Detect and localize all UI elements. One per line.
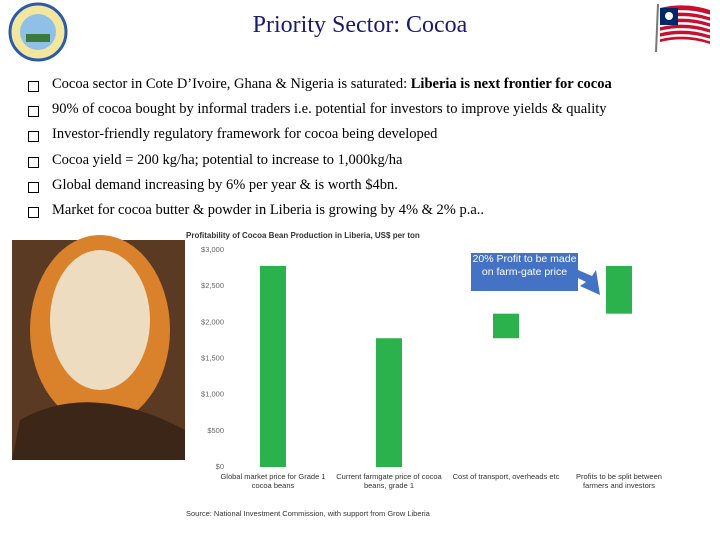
bullet-span: Market for cocoa butter & powder in Libe… [52, 202, 485, 218]
chart-title: Profitability of Cocoa Bean Production i… [186, 231, 420, 240]
y-tick-label: $1,000 [201, 390, 224, 399]
y-tick-label: $3,000 [201, 245, 224, 254]
bullet-marker [28, 156, 39, 168]
x-tick-label: Current farmgate price of cocoa beans, g… [336, 472, 442, 490]
y-tick-label: $0 [216, 462, 224, 471]
source: Source: National Investment Commission, … [186, 509, 430, 518]
bullet-text: Global demand increasing by 6% per year … [52, 177, 398, 194]
slide-title: Priority Sector: Cocoa [252, 12, 468, 38]
y-tick-label: $2,000 [201, 317, 224, 326]
bullet-text: Cocoa sector in Cote D’Ivoire, Ghana & N… [52, 76, 612, 93]
y-tick-label: $1,500 [201, 353, 224, 362]
bar [260, 265, 286, 467]
x-tick-label: Cost of transport, overheads etc [452, 472, 560, 481]
bullet-marker [28, 81, 39, 92]
bullet-marker [28, 181, 39, 193]
x-tick-label: Global market price for Grade 1 cocoa be… [220, 472, 326, 490]
liberia-seal [8, 2, 68, 62]
bullet-text: 90% of cocoa bought by informal traders … [52, 101, 607, 118]
bullet-text: Market for cocoa butter & powder in Libe… [52, 202, 484, 219]
liberia-flag [655, 3, 711, 53]
bullet-text: Cocoa yield = 200 kg/ha; potential to in… [52, 152, 402, 169]
bullet-span: Cocoa sector in Cote D’Ivoire, Ghana & N… [52, 76, 408, 92]
bullet-text: Investor-friendly regulatory framework f… [52, 126, 437, 143]
bullet-emphasis: Liberia is next frontier for cocoa [410, 76, 612, 92]
bullet-span: 90% of cocoa bought by informal traders … [52, 101, 607, 118]
annotation: 20% Profit to be made on farm-gate price [471, 253, 578, 291]
bullet-marker [28, 131, 39, 143]
bullet-marker [28, 106, 39, 118]
bullet-span: Investor-friendly regulatory framework f… [52, 126, 438, 143]
bar [493, 313, 519, 339]
bullet-marker [28, 207, 39, 218]
annotation-arrow [574, 270, 600, 295]
cocoa-photo [12, 235, 185, 460]
bar [376, 338, 402, 467]
bullet-span: Cocoa yield = 200 kg/ha; potential to in… [52, 151, 403, 168]
bar [606, 265, 632, 314]
y-tick-label: $2,500 [201, 281, 224, 290]
x-tick-label: Profits to be split between farmers and … [576, 472, 662, 490]
y-tick-label: $500 [207, 426, 224, 435]
bullet-span: Global demand increasing by 6% per year … [52, 176, 398, 193]
